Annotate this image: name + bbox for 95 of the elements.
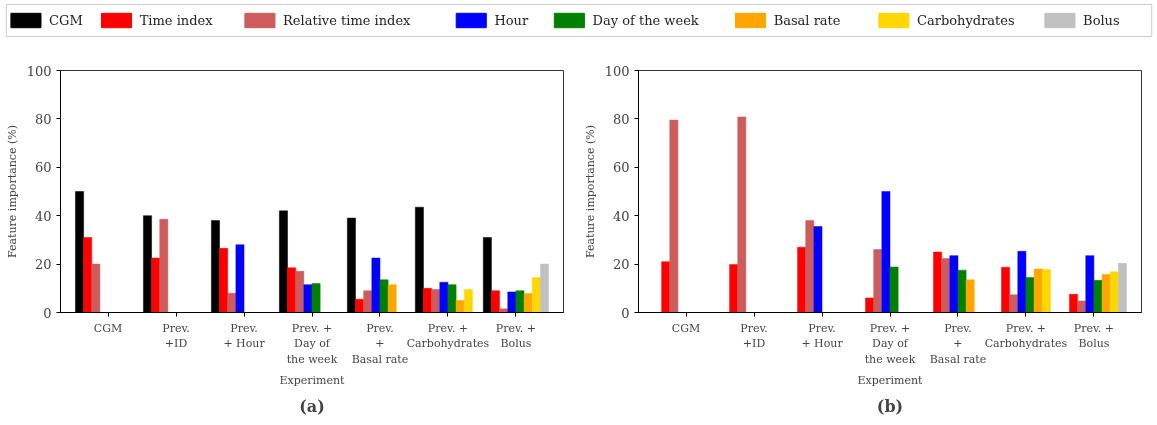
bar [371,257,381,313]
bar [151,257,160,313]
bar [1025,277,1035,313]
y-tick-label: 100 [26,63,52,79]
legend-label: Bolus [1083,13,1120,28]
bar [491,290,500,313]
bar [295,271,305,313]
bar [523,293,533,313]
x-tick-label: CGM [671,321,701,335]
legend-label: Basal rate [773,13,841,28]
y-tick-label: 40 [34,208,52,224]
bar [1109,271,1119,313]
bar [873,249,883,313]
y-tick-label: 60 [612,160,630,176]
y-tick-label: 60 [34,160,52,176]
x-tick-label: Prev. +ID [162,321,190,351]
bar [515,290,525,313]
y-tick-label: 0 [621,305,630,321]
bar [1093,280,1103,313]
bar [1069,294,1078,313]
x-tick-label: Prev. + Day of the week [864,321,916,366]
bar [941,258,951,313]
legend-label: Carbohydrates [917,13,1015,28]
bar [737,116,747,313]
bar [540,263,549,313]
bar [949,255,959,313]
bar [1101,274,1111,313]
x-axis-title: Experiment [279,373,346,387]
x-tick-label: Prev. + Carbohydrates [984,321,1068,351]
bar [431,289,441,313]
y-tick-label: 80 [612,111,630,127]
legend-label: Relative time index [283,13,412,28]
legend-label: CGM [49,13,83,28]
bar [455,300,465,313]
bar [447,284,457,313]
bar [423,288,432,313]
x-tick-label: CGM [93,321,123,335]
bar [227,292,237,313]
bar [83,237,93,313]
bar [813,226,823,313]
legend-label: Hour [494,13,529,28]
bar [235,244,245,313]
bar [287,267,296,313]
legend-label: Time index [139,13,214,28]
bar [1017,251,1027,313]
bar [1077,300,1087,313]
bar [957,269,967,313]
bar [965,279,975,313]
bar [439,282,449,313]
bar [1042,269,1051,313]
bar [379,279,389,313]
x-tick-label: Prev. + Carbohydrates [406,321,490,351]
bar [219,248,228,313]
bar [91,263,101,313]
bar [1033,268,1043,313]
bar [507,291,517,313]
x-tick-label: Prev. + Hour [223,321,266,351]
x-tick-label: Prev. + Day of the week [286,321,338,366]
bar [499,308,509,313]
bar [729,264,738,313]
bar [1001,267,1010,313]
x-tick-label: Prev. + Bolus [495,321,537,351]
bar [1085,255,1095,313]
x-tick-label: Prev. + Bolus [1073,321,1115,351]
bar [889,266,899,313]
text: (b) [876,396,904,416]
bar [1118,263,1127,313]
bar [387,284,397,313]
bar [464,289,473,313]
x-axis-title: Experiment [857,373,924,387]
bar [881,191,891,313]
bar [933,251,942,313]
y-tick-label: 100 [604,63,630,79]
x-tick-label: Prev. + Hour [801,321,844,351]
bar [531,277,541,313]
bar [311,283,321,313]
y-axis-title: Feature importance (%) [583,124,597,258]
bar [805,220,815,313]
bar [669,119,679,313]
bar [1009,294,1019,313]
text: (a) [299,396,325,416]
y-tick-label: 80 [34,111,52,127]
y-axis-title: Feature importance (%) [5,124,19,258]
bar [363,290,373,313]
bar [661,261,671,313]
bar [159,219,169,313]
x-tick-label: Prev. +ID [740,321,768,351]
legend-label: Day of the week [592,13,699,28]
y-tick-label: 20 [612,257,630,273]
y-tick-label: 40 [612,208,630,224]
bar [865,297,874,313]
y-tick-label: 0 [43,305,52,321]
y-tick-label: 20 [34,257,52,273]
bar [303,284,313,313]
bar [797,246,806,313]
